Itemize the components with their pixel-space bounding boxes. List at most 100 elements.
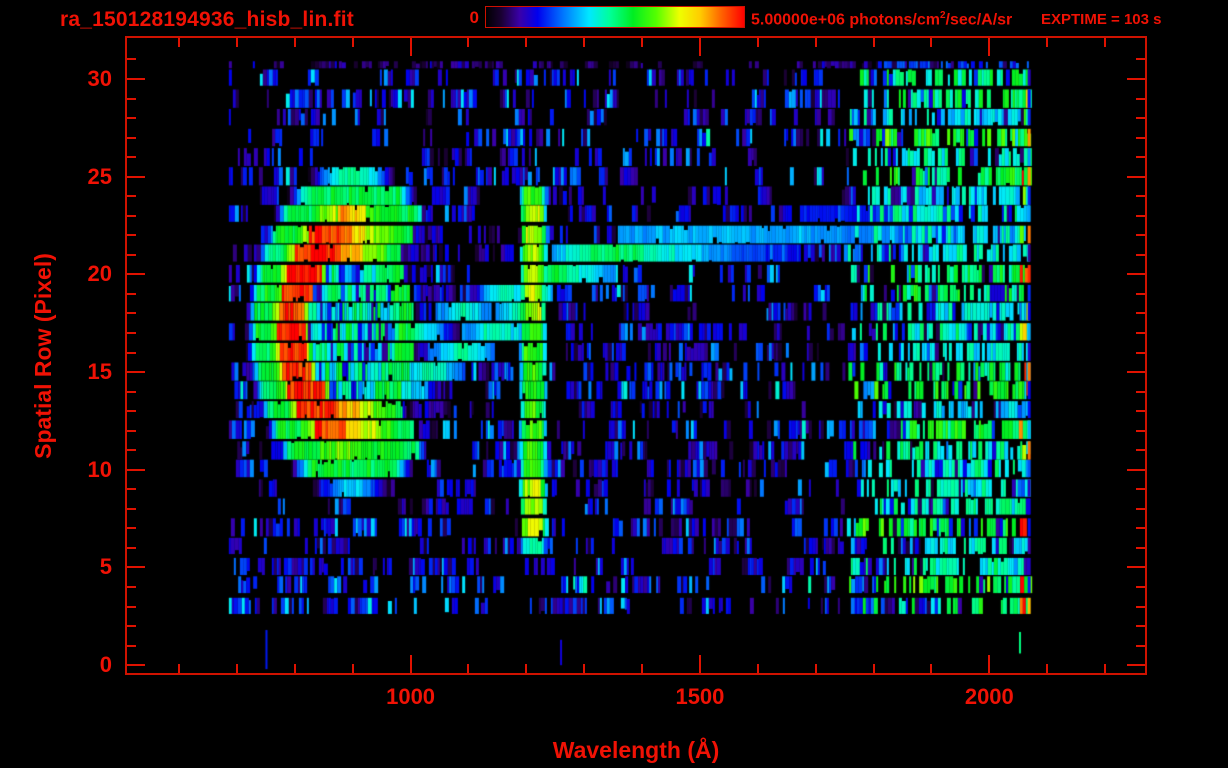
axis-tick	[1127, 664, 1145, 667]
axis-tick	[1136, 507, 1145, 510]
axis-tick	[127, 625, 136, 628]
axis-tick	[872, 38, 875, 47]
x-tick-label: 1500	[675, 684, 725, 709]
axis-tick	[1136, 605, 1145, 608]
plot-frame	[125, 36, 1147, 675]
axis-tick	[127, 175, 145, 178]
axis-tick	[1136, 312, 1145, 315]
axis-tick	[641, 664, 644, 673]
axis-tick	[1046, 664, 1049, 673]
y-tick-label: 25	[87, 163, 112, 189]
y-tick-label: 5	[99, 554, 112, 580]
axis-tick	[351, 664, 354, 673]
axis-tick	[127, 273, 145, 276]
axis-tick	[467, 38, 470, 47]
axis-tick	[1104, 38, 1107, 47]
axis-tick	[1127, 566, 1145, 569]
axis-tick	[127, 488, 136, 491]
y-tick-label: 0	[99, 652, 112, 678]
axis-tick	[1136, 410, 1145, 413]
axis-tick	[583, 38, 586, 47]
colorbar-min-label: 0	[469, 8, 479, 27]
axis-tick	[1136, 625, 1145, 628]
axis-tick	[127, 527, 136, 530]
axis-tick	[178, 38, 181, 47]
axis-tick	[872, 664, 875, 673]
axis-tick	[1136, 156, 1145, 159]
axis-tick	[127, 97, 136, 100]
axis-tick	[409, 655, 412, 673]
axis-tick	[293, 38, 296, 47]
axis-tick	[127, 566, 145, 569]
axis-tick	[127, 449, 136, 452]
y-tick-label: 20	[87, 261, 112, 287]
axis-tick	[409, 38, 412, 56]
axis-tick	[127, 253, 136, 256]
axis-tick	[351, 38, 354, 47]
axis-tick	[1136, 527, 1145, 530]
axis-tick	[756, 664, 759, 673]
x-tick-label: 2000	[964, 684, 1014, 709]
axis-tick	[583, 664, 586, 673]
axis-tick	[127, 58, 136, 61]
file-title: ra_150128194936_hisb_lin.fit	[60, 8, 354, 31]
axis-tick	[127, 429, 136, 432]
axis-tick	[1136, 195, 1145, 198]
axis-tick	[1136, 97, 1145, 100]
axis-tick	[698, 655, 701, 673]
axis-tick	[1136, 449, 1145, 452]
axis-tick	[467, 664, 470, 673]
axis-tick	[127, 292, 136, 295]
axis-tick	[1136, 253, 1145, 256]
axis-tick	[641, 38, 644, 47]
axis-tick	[127, 605, 136, 608]
axis-tick	[127, 644, 136, 647]
axis-tick	[1136, 429, 1145, 432]
axis-tick	[1127, 175, 1145, 178]
x-axis-title: Wavelength (Å)	[552, 737, 720, 763]
axis-tick	[127, 234, 136, 237]
axis-tick	[1136, 488, 1145, 491]
axis-tick	[525, 664, 528, 673]
axis-tick	[1136, 292, 1145, 295]
y-axis-title: Spatial Row (Pixel)	[30, 253, 56, 459]
axis-tick	[1136, 586, 1145, 589]
axis-tick	[930, 664, 933, 673]
axis-tick	[127, 410, 136, 413]
axis-tick	[127, 332, 136, 335]
y-tick-label: 15	[87, 359, 112, 385]
axis-tick	[1127, 78, 1145, 81]
axis-tick	[1046, 38, 1049, 47]
axis-tick	[127, 586, 136, 589]
axis-tick	[127, 390, 136, 393]
spectral-image-canvas	[127, 38, 1145, 673]
axis-tick	[698, 38, 701, 56]
axis-tick	[1104, 664, 1107, 673]
x-tick-label: 1000	[386, 684, 436, 709]
axis-tick	[127, 214, 136, 217]
axis-tick	[1136, 332, 1145, 335]
axis-tick	[930, 38, 933, 47]
axis-tick	[127, 78, 145, 81]
axis-tick	[1136, 351, 1145, 354]
axis-tick	[1127, 273, 1145, 276]
axis-tick	[756, 38, 759, 47]
exptime-label: EXPTIME = 103 s	[1041, 11, 1162, 28]
y-tick-label: 30	[87, 66, 112, 92]
axis-tick	[127, 195, 136, 198]
axis-tick	[127, 546, 136, 549]
colorbar-gradient	[485, 6, 745, 28]
axis-tick	[1136, 136, 1145, 139]
axis-tick	[1136, 234, 1145, 237]
axis-tick	[1136, 117, 1145, 120]
axis-tick	[127, 351, 136, 354]
y-tick-label: 10	[87, 456, 112, 482]
axis-tick	[1136, 644, 1145, 647]
colorbar-max-label: 5.00000e+06 photons/cm2/sec/A/sr	[751, 10, 1013, 29]
axis-tick	[235, 38, 238, 47]
axis-tick	[1136, 214, 1145, 217]
axis-tick	[178, 664, 181, 673]
axis-tick	[814, 664, 817, 673]
axis-tick	[127, 117, 136, 120]
axis-tick	[235, 664, 238, 673]
